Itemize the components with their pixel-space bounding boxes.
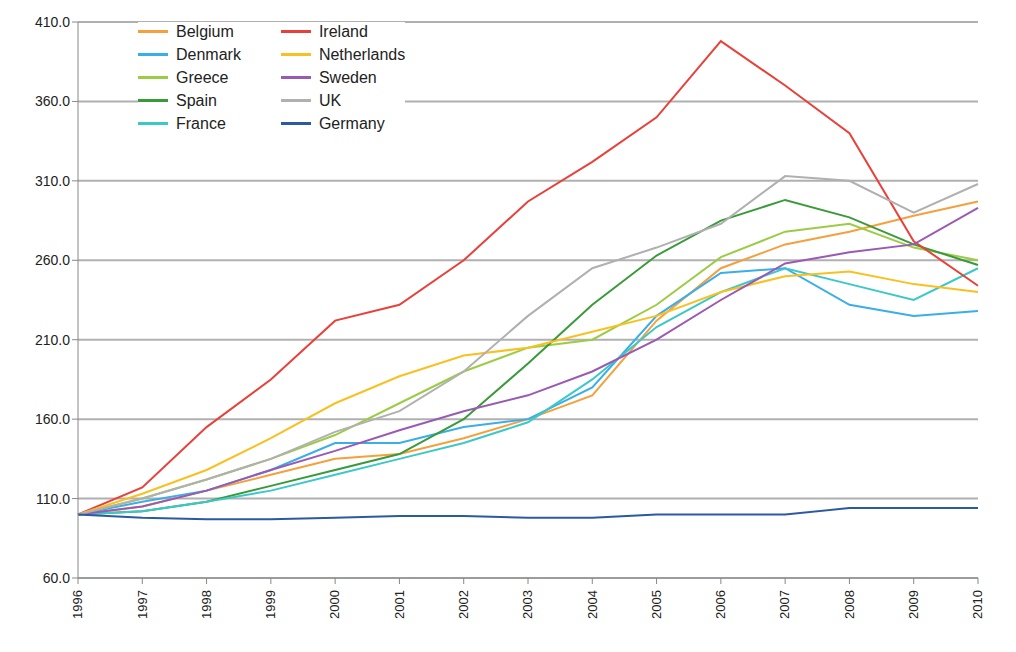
svg-text:110.0: 110.0 (36, 491, 70, 507)
svg-text:60.0: 60.0 (43, 570, 70, 586)
svg-text:2007: 2007 (777, 590, 792, 619)
svg-text:2005: 2005 (649, 590, 664, 619)
html-text:France: France (176, 114, 226, 132)
html-text:Netherlands: Netherlands (318, 45, 406, 63)
html-text:UK: UK (318, 91, 342, 109)
svg-text:410.0: 410.0 (35, 14, 70, 30)
svg-text:310.0: 310.0 (35, 173, 70, 189)
svg-text:2006: 2006 (713, 590, 728, 619)
svg-text:2004: 2004 (585, 590, 600, 619)
html-text:Ireland: Ireland (318, 22, 368, 40)
svg-text:2003: 2003 (520, 590, 535, 619)
html-text:Greece: Greece (176, 68, 229, 86)
svg-text:260.0: 260.0 (35, 252, 70, 268)
svg-text:2010: 2010 (970, 590, 985, 619)
svg-text:2002: 2002 (456, 590, 471, 619)
svg-text:1997: 1997 (135, 590, 150, 619)
svg-text:1996: 1996 (70, 590, 85, 619)
svg-text:1998: 1998 (199, 590, 214, 619)
svg-text:360.0: 360.0 (35, 93, 70, 109)
html-text:Sweden: Sweden (318, 68, 377, 86)
html-text:Belgium: Belgium (176, 22, 234, 40)
html-text:Spain: Spain (176, 91, 217, 109)
svg-text:210.0: 210.0 (35, 332, 70, 348)
svg-text:2009: 2009 (906, 590, 921, 619)
svg-text:160.0: 160.0 (35, 411, 70, 427)
svg-text:2000: 2000 (327, 590, 342, 619)
html-text:Denmark: Denmark (176, 45, 241, 63)
svg-text:2008: 2008 (842, 590, 857, 619)
html-text:Germany: Germany (318, 114, 385, 132)
svg-text:2001: 2001 (392, 590, 407, 619)
svg-text:1999: 1999 (263, 590, 278, 619)
